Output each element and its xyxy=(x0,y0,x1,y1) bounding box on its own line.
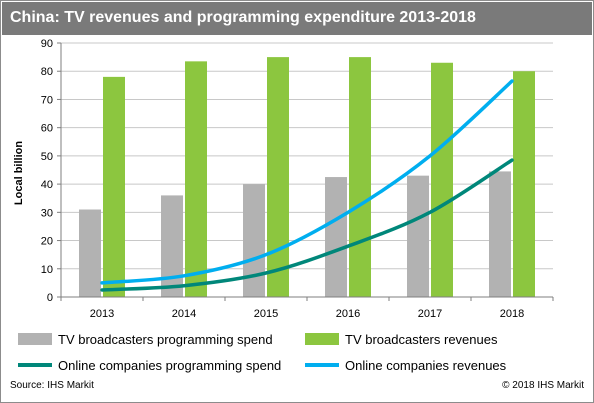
gridlines xyxy=(61,42,553,270)
bar xyxy=(489,171,511,297)
x-tick-label: 2015 xyxy=(254,308,278,320)
x-tick-label: 2016 xyxy=(336,308,360,320)
bar xyxy=(79,209,101,297)
bar xyxy=(103,76,125,297)
y-tick-label: 60 xyxy=(41,123,53,135)
bars xyxy=(79,57,535,297)
y-tick-label: 40 xyxy=(41,179,53,191)
x-tick-label: 2018 xyxy=(500,308,524,320)
y-axis-label: Local billion xyxy=(13,141,25,205)
y-tick-label: 0 xyxy=(47,292,53,304)
legend-swatch xyxy=(18,333,52,345)
title-bar: China: TV revenues and programming expen… xyxy=(2,2,592,35)
y-tick-label: 70 xyxy=(41,94,53,106)
bar xyxy=(161,195,183,297)
legend-swatch xyxy=(305,333,339,345)
bar xyxy=(267,57,289,297)
copyright-note: © 2018 IHS Markit xyxy=(502,380,584,391)
y-tick-label: 80 xyxy=(41,66,53,78)
legend-label: TV broadcasters programming spend xyxy=(58,332,273,347)
series-line xyxy=(100,158,514,292)
bar xyxy=(513,71,535,297)
y-tick-label: 20 xyxy=(41,236,53,248)
series-line xyxy=(100,79,514,285)
x-tick-label: 2013 xyxy=(90,308,114,320)
legend-label: Online companies revenues xyxy=(345,358,507,373)
axes: 0 10 20 30 40 50 60 70 80 90 2013 2014 2015 2016 2017 2… xyxy=(41,38,554,320)
y-tick-label: 30 xyxy=(41,207,53,219)
bar xyxy=(243,184,265,297)
bar xyxy=(407,175,429,297)
bar xyxy=(325,177,347,297)
bar xyxy=(185,61,207,297)
source-note: Source: IHS Markit xyxy=(10,380,94,391)
y-tick-label: 10 xyxy=(41,264,53,276)
bar xyxy=(431,62,453,297)
chart-title: China: TV revenues and programming expen… xyxy=(10,9,476,26)
legend: TV broadcasters programming spend TV broa… xyxy=(18,332,507,373)
y-tick-label: 90 xyxy=(41,38,53,50)
x-tick-label: 2017 xyxy=(418,308,442,320)
x-tick-label: 2014 xyxy=(172,308,196,320)
legend-label: TV broadcasters revenues xyxy=(345,332,498,347)
bar xyxy=(349,57,371,297)
legend-label: Online companies programming spend xyxy=(58,358,281,373)
series-lines xyxy=(100,79,514,292)
y-tick-label: 50 xyxy=(41,151,53,163)
